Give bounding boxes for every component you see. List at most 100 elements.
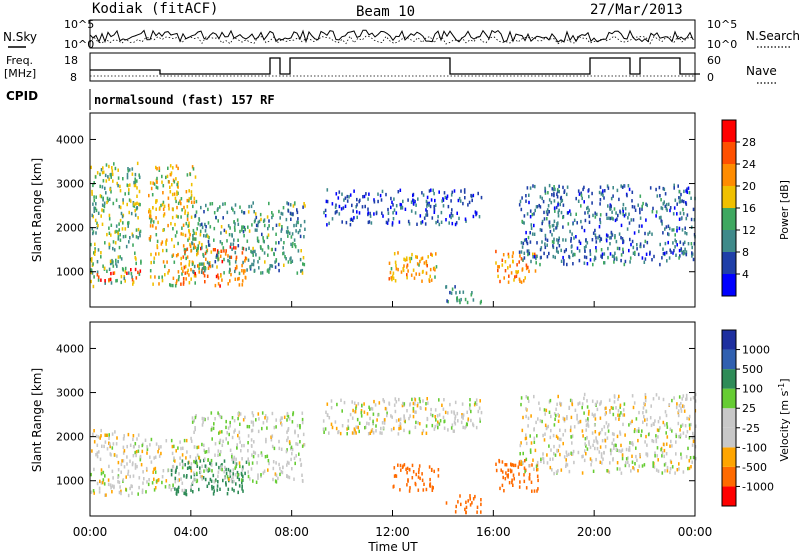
range-cell [358,211,361,215]
range-cell [504,269,507,273]
range-cell [182,446,184,450]
range-cell [197,222,200,226]
range-cell [281,227,283,231]
range-cell [148,237,151,241]
range-cell [135,276,138,280]
range-cell [406,471,408,475]
range-cell [188,199,190,203]
range-cell [676,402,678,406]
range-cell [512,473,515,477]
range-cell [605,212,608,217]
range-cell [454,422,457,426]
range-cell [247,434,250,438]
range-cell [152,220,155,224]
range-cell [644,257,647,261]
range-cell [113,162,115,166]
range-cell [351,203,353,208]
range-cell [279,216,281,220]
range-cell [296,271,299,275]
range-cell [291,259,294,263]
range-cell [551,193,553,197]
range-cell [623,184,625,188]
range-cell [391,221,394,225]
range-cell [645,452,647,456]
range-cell [177,446,179,450]
range-cell [93,251,95,255]
range-cell [115,198,118,202]
range-cell [155,200,157,204]
range-cell [604,406,606,411]
range-cell [618,197,620,202]
colorbar-tick-label: -1000 [742,480,774,493]
range-cell [190,277,192,281]
range-cell [679,428,681,432]
range-cell [534,448,537,453]
range-cell [394,409,397,414]
range-cell [122,198,124,202]
range-cell [686,430,689,434]
range-cell [347,424,349,429]
range-cell [93,209,96,213]
range-cell [104,241,106,245]
range-cell [231,453,233,457]
range-cell [122,478,125,482]
range-cell [128,168,131,172]
range-cell [585,428,587,432]
range-cell [447,300,449,304]
range-cell [600,248,603,252]
range-cell [622,202,625,207]
range-cell [412,406,415,411]
range-cell [304,227,306,231]
range-cell [559,202,561,207]
range-cell [126,176,129,180]
range-cell [124,266,127,271]
range-cell [395,419,398,423]
range-cell [233,220,235,224]
range-cell [238,477,240,482]
range-cell [168,180,170,184]
range-cell [646,417,648,422]
range-cell [225,481,227,485]
range-cell [233,479,235,484]
range-cell [252,413,255,418]
range-cell [545,408,548,413]
range-cell [472,298,475,302]
range-cell [548,400,551,404]
range-cell [368,422,370,426]
range-cell [668,256,671,260]
range-cell [559,428,561,432]
range-cell [91,213,94,218]
range-cell [238,276,240,281]
range-cell [581,455,583,459]
range-cell [630,441,633,445]
range-cell [111,469,114,473]
range-cell [224,465,226,470]
range-cell [268,219,270,223]
range-cell [136,194,138,198]
range-cell [546,453,548,457]
range-cell [133,183,136,188]
range-cell [91,227,94,231]
range-cell [127,169,130,173]
range-cell [261,426,263,431]
range-cell [303,443,306,447]
range-cell [600,455,603,459]
date-title: 27/Mar/2013 [590,2,683,18]
range-cell [283,263,285,267]
range-cell [571,434,574,438]
range-cell [201,464,203,468]
range-cell [373,198,375,202]
range-cell [444,195,447,200]
range-cell [654,454,656,458]
range-cell [336,402,338,407]
range-cell [106,447,109,451]
range-cell [160,203,162,208]
range-cell [444,410,447,415]
range-cell [596,212,598,217]
range-cell [601,439,604,443]
range-cell [379,431,381,435]
range-cell [204,269,206,273]
range-cell [275,480,278,484]
range-cell [100,434,102,438]
range-cell [620,253,623,257]
